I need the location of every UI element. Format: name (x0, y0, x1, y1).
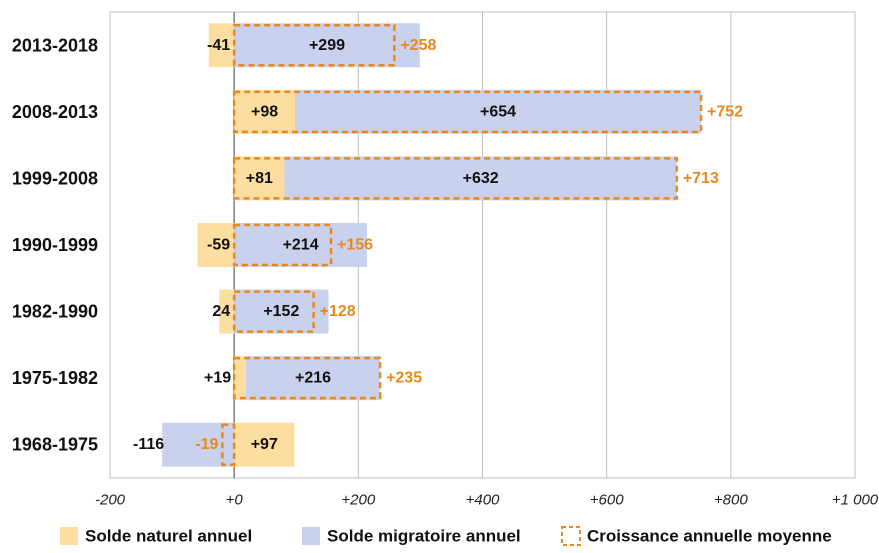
category-label: 1990-1999 (12, 235, 98, 255)
label-migratory: +152 (263, 303, 299, 320)
label-natural: +19 (204, 370, 231, 387)
label-natural: -41 (207, 37, 230, 54)
category-label: 1982-1990 (12, 302, 98, 322)
category-label: 2008-2013 (12, 102, 98, 122)
label-migratory: -116 (133, 436, 164, 453)
label-migratory: +632 (463, 170, 499, 187)
category-label: 1968-1975 (12, 435, 98, 455)
bar-growth-outline (232, 223, 333, 267)
legend-swatch (302, 527, 320, 545)
label-natural: +81 (246, 170, 273, 187)
category-label: 1999-2008 (12, 168, 98, 188)
label-natural: -59 (207, 237, 230, 254)
bar-growth-outline (221, 423, 236, 466)
label-growth: +752 (707, 103, 743, 120)
label-growth: +235 (386, 370, 422, 387)
label-migratory: +654 (480, 103, 516, 120)
x-tick-label: +1 000 (832, 492, 879, 509)
x-tick-label: +200 (341, 492, 375, 509)
x-tick-label: +800 (714, 492, 748, 509)
label-growth: +156 (337, 237, 373, 254)
x-tick-label: +600 (590, 492, 624, 509)
bar-growth-outline (232, 90, 703, 134)
label-migratory: +299 (309, 37, 345, 54)
bar-migratory (295, 89, 702, 134)
bar-growth-outline (232, 157, 679, 200)
x-tick-label: +400 (466, 492, 500, 509)
category-label: 2013-2018 (12, 35, 98, 55)
bar-natural (234, 156, 285, 201)
label-migratory: +216 (295, 370, 331, 387)
bar-natural (208, 23, 235, 68)
bar-growth-outline (232, 24, 396, 67)
legend-swatch (561, 526, 581, 546)
x-tick-label: -200 (95, 492, 126, 509)
bar-natural (234, 422, 295, 467)
label-growth: +128 (320, 303, 356, 320)
bar-natural (234, 89, 296, 134)
legend-label: Croissance annuelle moyenne (587, 527, 832, 546)
bar-growth-outline (232, 356, 382, 400)
label-growth: +258 (400, 37, 436, 54)
label-migratory: +214 (283, 237, 319, 254)
bar-migratory (234, 223, 368, 267)
category-label: 1975-1982 (12, 368, 98, 388)
label-natural: 24 (212, 303, 230, 320)
label-natural: +97 (251, 436, 278, 453)
label-growth: +713 (683, 170, 719, 187)
bar-natural (197, 223, 235, 267)
label-natural: +98 (251, 103, 278, 120)
bar-migratory (284, 156, 677, 201)
legend-label: Solde migratoire annuel (327, 527, 521, 546)
bar-migratory (245, 356, 381, 401)
x-tick-label: +0 (226, 492, 244, 509)
bar-natural (219, 289, 235, 334)
bar-migratory (234, 23, 420, 68)
bar-natural (234, 356, 246, 401)
legend-label: Solde naturel annuel (85, 527, 252, 546)
label-growth: -19 (195, 436, 218, 453)
legend-swatch (60, 527, 78, 545)
